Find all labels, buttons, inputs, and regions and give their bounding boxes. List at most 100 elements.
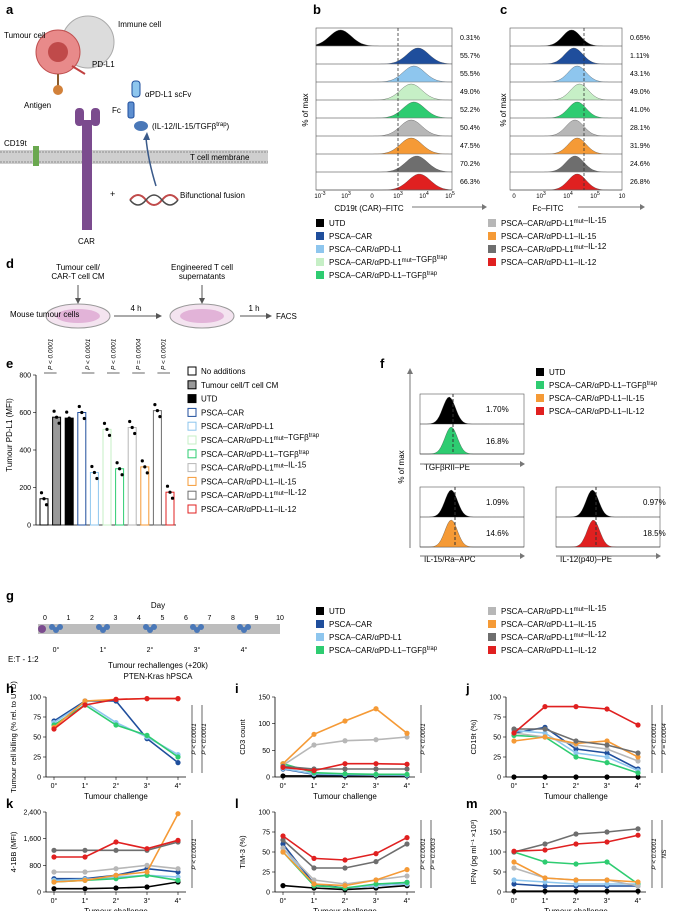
i-point — [342, 718, 348, 724]
i-ytick: 0 — [266, 775, 270, 782]
legend-label: PSCA–CAR/αPD-L1mut–TGFβtrap — [329, 255, 448, 267]
i-point — [404, 761, 410, 767]
m-point — [604, 888, 610, 894]
b-hist-il12 — [316, 173, 453, 191]
antigen-icon — [53, 85, 63, 95]
h-point — [144, 696, 150, 702]
cm-label: Tumour cell/CAR-T cell CM — [51, 263, 105, 281]
l-point — [404, 841, 410, 847]
g-day-tick: 8 — [231, 615, 235, 622]
m-xtick: 0° — [511, 897, 518, 905]
legend-swatch-apdl1 — [316, 245, 324, 253]
g-day-tick: 3 — [114, 615, 118, 622]
panel-i: i 0 50 100 150 0° 1° 2° 3° 4° Tumour challenge CD3 … — [235, 681, 427, 801]
i-point — [404, 771, 410, 777]
f-tgf-utd — [420, 396, 524, 425]
j-ytick: 50 — [493, 735, 501, 742]
e-legend-label: Tumour cell/T cell CM — [201, 381, 279, 390]
f-legend-swatch — [536, 394, 544, 402]
e-dot — [102, 421, 107, 425]
legend-label: PSCA–CAR/αPD-L1mut–IL-12 — [501, 242, 607, 254]
h-xtick: 1° — [82, 782, 89, 790]
k-point — [51, 854, 57, 860]
timeline-bar — [38, 624, 280, 634]
i-ylabel: CD3 count — [238, 718, 247, 754]
i-point — [373, 771, 379, 777]
g-tumour-cluster — [104, 624, 110, 630]
g-day-tick: 9 — [255, 615, 259, 622]
e-dot — [90, 464, 94, 469]
g-legend-swatch — [316, 646, 324, 654]
m-point — [542, 883, 548, 889]
e-legend-label: PSCA–CAR/αPD-L1–IL-12 — [201, 505, 297, 514]
b-tick: 103 — [393, 191, 403, 200]
e-bar — [127, 427, 137, 526]
g-challenge-label: 4° — [241, 646, 248, 654]
m-xtick: 1° — [542, 897, 549, 905]
h-ytick: 75 — [33, 715, 41, 722]
m-pvalue: NS — [661, 849, 668, 859]
j-point — [573, 738, 579, 744]
b-hist-mutil15 — [316, 119, 452, 137]
e-bar — [152, 410, 162, 526]
panel-e-legend: No additions Tumour cell/T cell CM UTD PSCA… — [187, 366, 320, 514]
c-pct: 41.0% — [630, 107, 650, 114]
car-scfv-left — [75, 108, 84, 126]
k-point — [113, 847, 119, 853]
g-legend-swatch — [488, 633, 496, 641]
l-point — [311, 881, 317, 887]
k-point — [51, 879, 57, 885]
panel-h: h 0 25 50 75 100 0° 1° 2° 3° 4° Tumour challenge Tum… — [6, 681, 208, 801]
b-tick: 105 — [445, 191, 455, 200]
e-dot — [115, 461, 119, 465]
e-dot — [70, 422, 74, 426]
time-1h: 1 h — [248, 304, 259, 313]
h-xtick: 0° — [51, 782, 58, 790]
l-point — [280, 883, 286, 889]
e-pvalue: P < 0.0001 — [161, 338, 168, 370]
e-legend-label: UTD — [201, 395, 218, 404]
e-dot — [65, 410, 69, 414]
c-hist-il15 — [510, 137, 622, 155]
g-day-tick: 6 — [184, 615, 188, 622]
line-charts: h 0 25 50 75 100 0° 1° 2° 3° 4° Tumour challenge Tum… — [6, 681, 668, 911]
j-point — [573, 704, 579, 710]
tumour-cell-label: Tumour cell — [4, 31, 46, 40]
e-dot — [80, 410, 84, 415]
j-point — [511, 726, 517, 732]
m-ytick: 0 — [497, 890, 501, 897]
b-frame — [315, 27, 453, 191]
h-ytick: 0 — [37, 775, 41, 782]
l-point — [373, 859, 379, 865]
tgf-pct-2: 16.8% — [486, 437, 509, 446]
il12-pct-2: 18.5% — [643, 529, 666, 538]
plus-label: + — [110, 189, 115, 199]
c-hist-mutil15 — [510, 119, 622, 137]
i-point — [373, 737, 379, 743]
g-tumour-cluster — [245, 624, 251, 630]
legend-label: PSCA–CAR/αPD-L1–TGFβtrap — [329, 271, 438, 280]
k-ytick: 2,400 — [23, 810, 41, 817]
e-dot — [155, 409, 159, 413]
panel-a: a Tumour cell Immune cell PD-L1 Antigen … — [0, 2, 268, 246]
m-point — [635, 826, 641, 832]
m-point — [573, 888, 579, 894]
i-point — [342, 761, 348, 767]
j-xtick: 2° — [573, 782, 580, 790]
j-ytick: 0 — [497, 775, 501, 782]
l-xtick: 3° — [373, 897, 380, 905]
g-legend-label: UTD — [329, 607, 346, 616]
panel-b-label: b — [313, 2, 321, 17]
g-tumour-cluster — [151, 624, 157, 630]
m-xlabel: Tumour challenge — [544, 907, 608, 911]
c-hist-il12 — [510, 173, 622, 191]
fc-label: Fc — [112, 106, 121, 115]
j-point — [604, 774, 610, 780]
e-dot — [143, 465, 147, 469]
e-legend-label: PSCA–CAR/αPD-L1mut–IL-12 — [201, 488, 307, 500]
e-bar — [115, 468, 125, 526]
g-legend-swatch — [488, 620, 496, 628]
panel-c-ylabel: % of max — [499, 93, 508, 126]
l-ylabel: TIM-3 (%) — [238, 835, 247, 869]
e-ytick: 200 — [19, 485, 31, 492]
